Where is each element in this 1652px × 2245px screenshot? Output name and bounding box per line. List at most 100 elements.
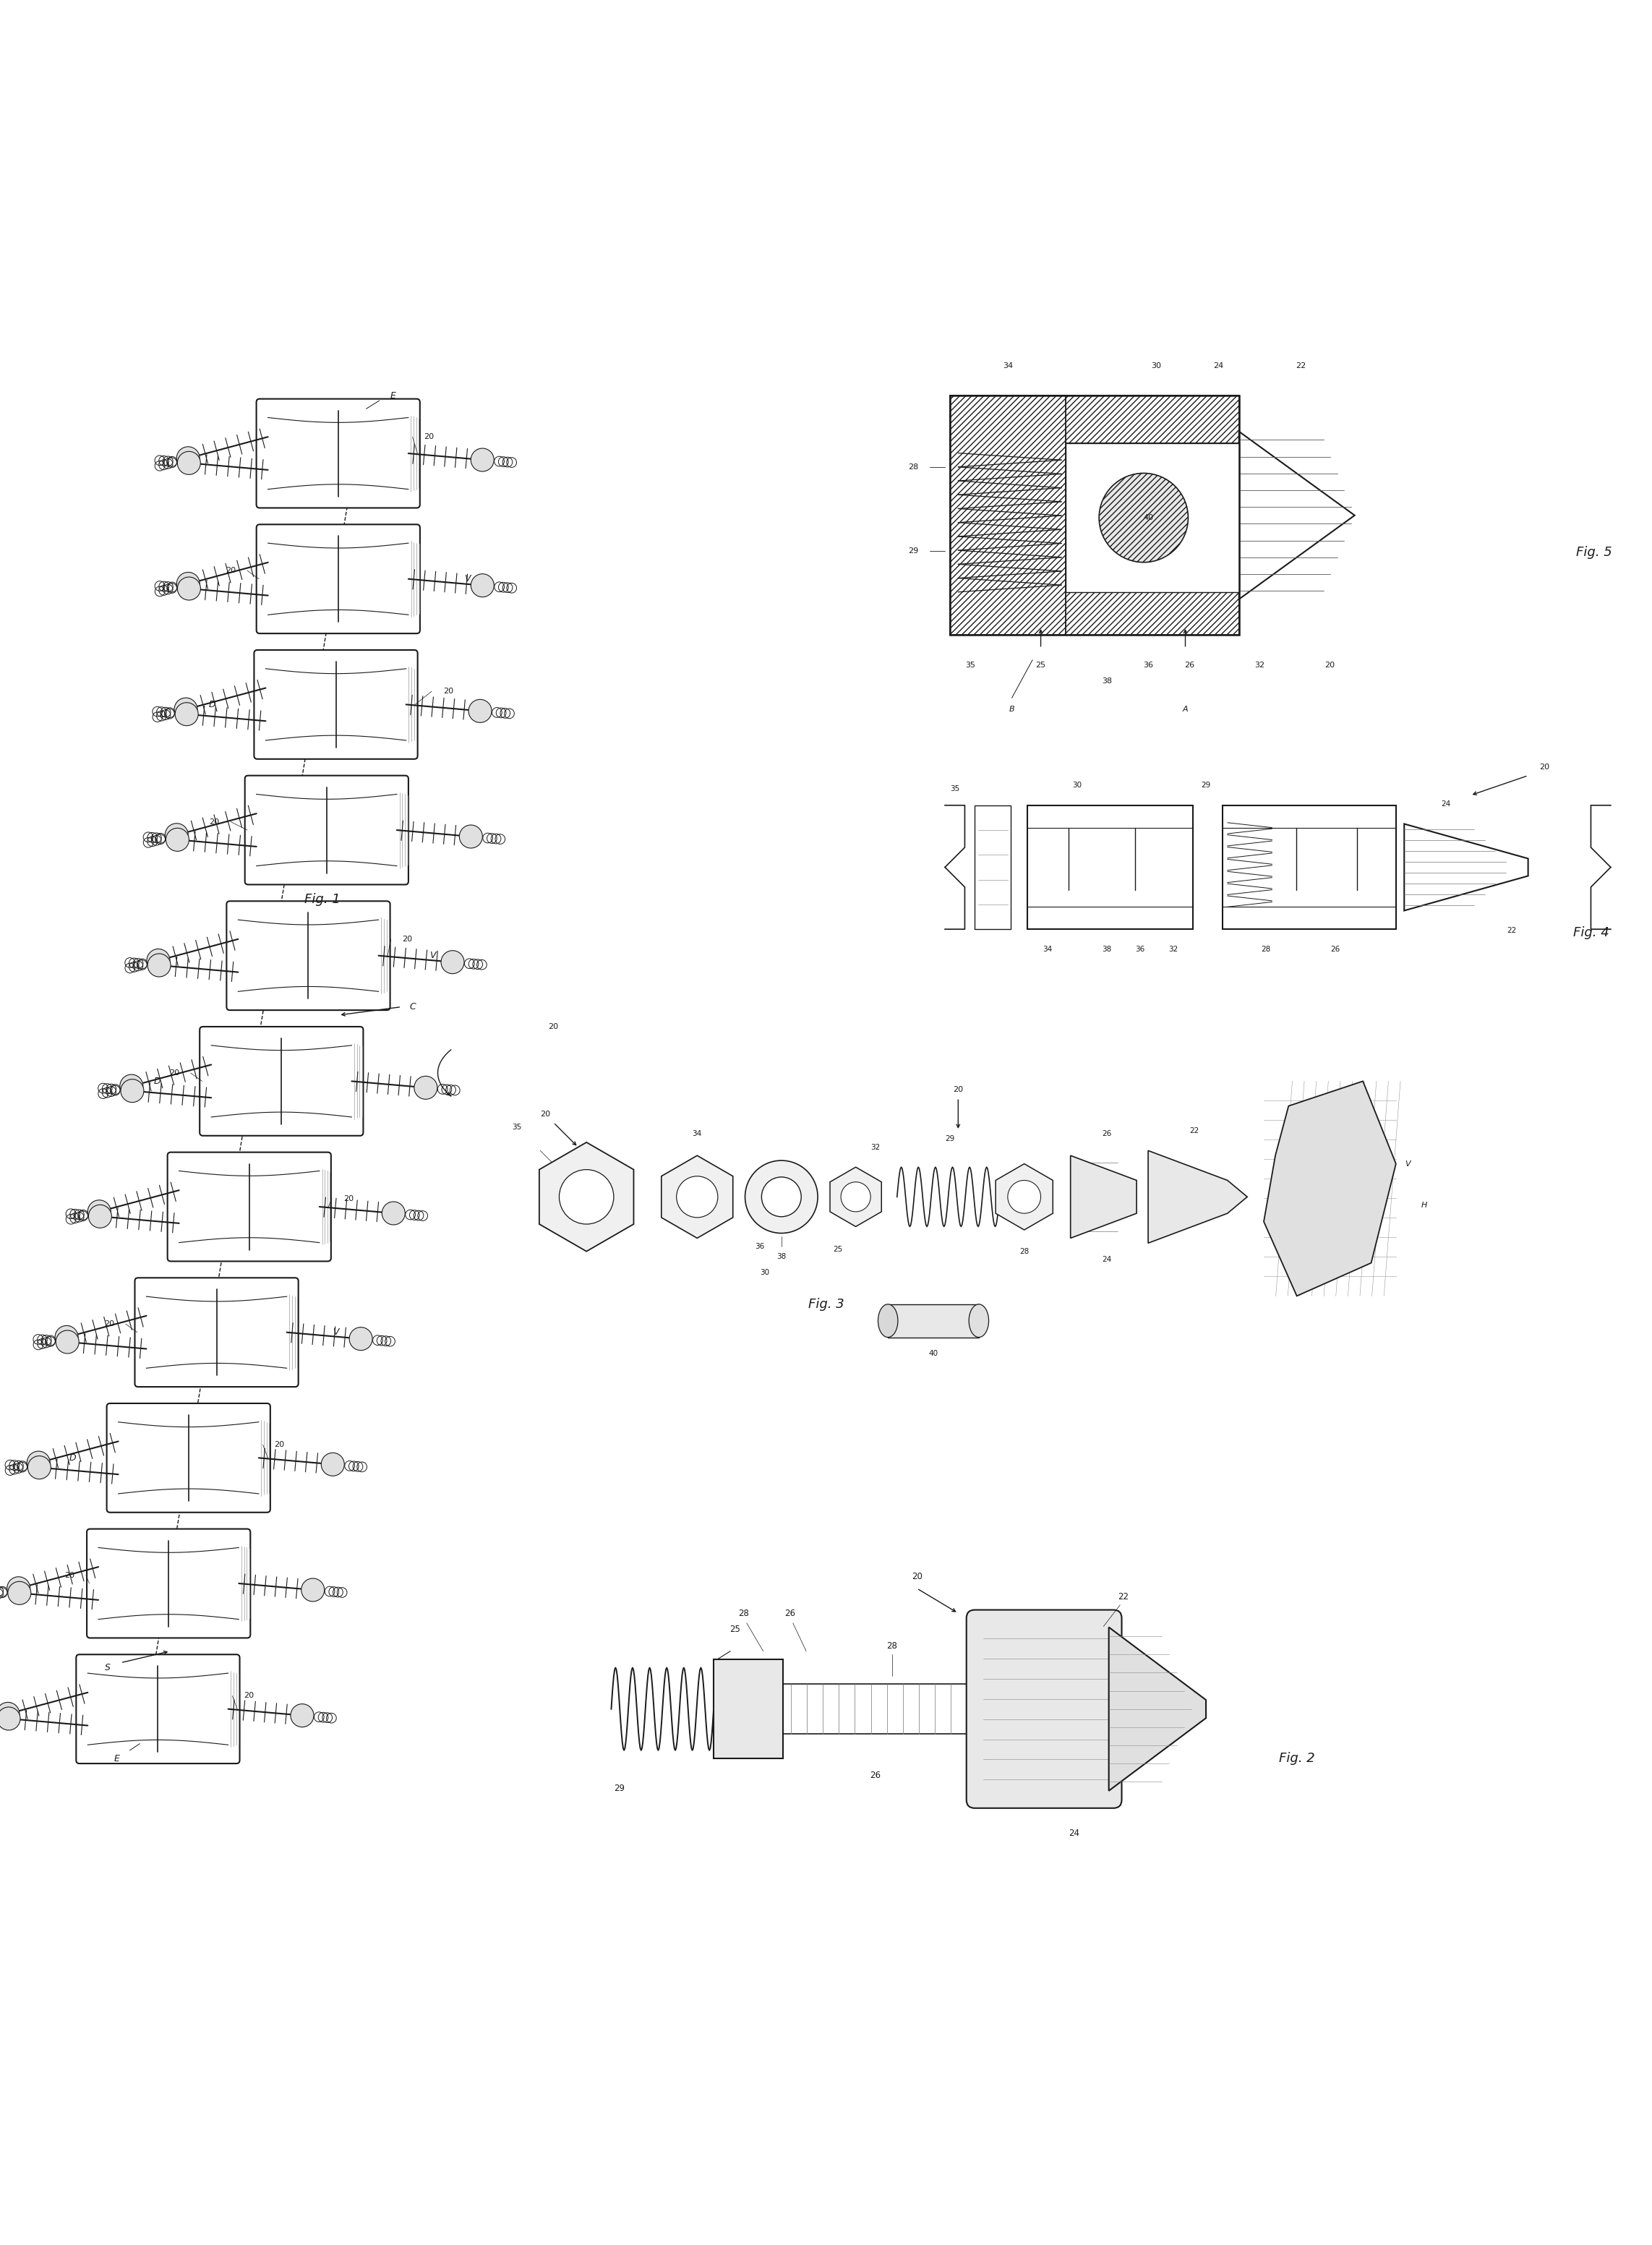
- Circle shape: [1099, 474, 1188, 561]
- Text: S: S: [104, 1664, 111, 1673]
- Text: 32: 32: [871, 1143, 881, 1152]
- Text: Fig. 3: Fig. 3: [808, 1298, 844, 1311]
- Text: E: E: [114, 1753, 119, 1762]
- Circle shape: [28, 1457, 51, 1479]
- Text: 38: 38: [1102, 678, 1112, 685]
- Circle shape: [177, 447, 200, 469]
- FancyBboxPatch shape: [256, 525, 420, 633]
- Text: D: D: [154, 1078, 160, 1087]
- Text: 28: 28: [1019, 1248, 1029, 1255]
- Text: 34: 34: [1042, 945, 1052, 952]
- Circle shape: [165, 824, 188, 846]
- Polygon shape: [539, 1143, 634, 1250]
- Text: 32: 32: [1254, 662, 1265, 669]
- Text: 29: 29: [909, 548, 919, 555]
- FancyBboxPatch shape: [226, 900, 390, 1010]
- Circle shape: [471, 575, 494, 597]
- Circle shape: [177, 572, 200, 595]
- FancyBboxPatch shape: [256, 400, 420, 507]
- Text: 26: 26: [1184, 662, 1194, 669]
- Text: 29: 29: [615, 1783, 624, 1794]
- Text: E: E: [390, 391, 395, 400]
- Circle shape: [301, 1578, 324, 1601]
- Text: 34: 34: [1003, 361, 1013, 370]
- Circle shape: [320, 1453, 344, 1475]
- Text: 20: 20: [64, 1572, 74, 1578]
- Text: D: D: [69, 1453, 76, 1461]
- Text: 25: 25: [1036, 662, 1046, 669]
- Circle shape: [8, 1580, 31, 1605]
- Text: 30: 30: [760, 1268, 770, 1277]
- Text: 28: 28: [738, 1607, 748, 1619]
- Polygon shape: [661, 1156, 733, 1239]
- Text: 20: 20: [403, 936, 413, 943]
- Text: Fig. 4: Fig. 4: [1573, 925, 1609, 938]
- Circle shape: [441, 950, 464, 974]
- Text: C: C: [410, 1001, 416, 1012]
- Bar: [950, 395, 1239, 635]
- FancyBboxPatch shape: [200, 1026, 363, 1136]
- Circle shape: [459, 824, 482, 849]
- Text: 26: 26: [1330, 945, 1340, 952]
- Text: Fig. 2: Fig. 2: [1279, 1751, 1315, 1765]
- Text: 20: 20: [953, 1087, 963, 1093]
- Text: 36: 36: [755, 1244, 765, 1250]
- Bar: [889, 1304, 980, 1338]
- Text: 20: 20: [226, 568, 236, 575]
- Bar: [975, 806, 1011, 929]
- Bar: [1222, 806, 1396, 929]
- Circle shape: [177, 451, 200, 474]
- Circle shape: [469, 700, 492, 723]
- Polygon shape: [996, 1163, 1052, 1230]
- Circle shape: [89, 1206, 112, 1228]
- Text: V: V: [332, 1327, 339, 1338]
- Bar: [950, 395, 1066, 635]
- Text: 28: 28: [1260, 945, 1270, 952]
- Text: 20: 20: [344, 1194, 354, 1201]
- Text: 20: 20: [548, 1024, 558, 1030]
- Text: 38: 38: [1102, 945, 1112, 952]
- FancyBboxPatch shape: [135, 1277, 299, 1387]
- Text: 25: 25: [730, 1625, 740, 1634]
- Text: 22: 22: [1295, 361, 1307, 370]
- Text: 26: 26: [871, 1771, 881, 1780]
- Circle shape: [147, 950, 170, 972]
- Text: 24: 24: [1213, 361, 1224, 370]
- FancyBboxPatch shape: [167, 1152, 330, 1262]
- Text: A: A: [1183, 705, 1188, 714]
- Text: 29: 29: [1201, 781, 1211, 788]
- Text: 32: 32: [1168, 945, 1178, 952]
- Circle shape: [677, 1176, 717, 1217]
- FancyBboxPatch shape: [966, 1610, 1122, 1807]
- Bar: [950, 593, 1239, 635]
- Text: V: V: [464, 575, 471, 584]
- Ellipse shape: [879, 1304, 899, 1338]
- Polygon shape: [1239, 431, 1355, 599]
- Text: 36: 36: [1143, 662, 1153, 669]
- Text: 20: 20: [443, 687, 453, 696]
- Bar: [714, 1659, 783, 1758]
- FancyBboxPatch shape: [254, 651, 418, 759]
- Text: 20: 20: [1325, 662, 1335, 669]
- Bar: [950, 395, 1239, 445]
- Text: 35: 35: [950, 786, 960, 792]
- Text: 22: 22: [1507, 927, 1517, 934]
- Circle shape: [88, 1201, 111, 1224]
- Text: 35: 35: [965, 662, 976, 669]
- Text: 20: 20: [243, 1693, 254, 1699]
- Text: 40: 40: [928, 1349, 938, 1358]
- Circle shape: [762, 1176, 801, 1217]
- Circle shape: [1008, 1181, 1041, 1212]
- Text: 36: 36: [1135, 945, 1145, 952]
- Text: 20: 20: [104, 1320, 114, 1327]
- Text: 20: 20: [210, 817, 220, 826]
- Circle shape: [177, 577, 200, 599]
- Text: 28: 28: [909, 465, 919, 471]
- Text: 26: 26: [785, 1607, 795, 1619]
- Bar: [1066, 445, 1239, 593]
- Text: 34: 34: [692, 1131, 702, 1138]
- FancyBboxPatch shape: [244, 775, 408, 885]
- Text: 20: 20: [540, 1111, 550, 1118]
- Text: 24: 24: [1441, 801, 1450, 808]
- Circle shape: [0, 1706, 20, 1731]
